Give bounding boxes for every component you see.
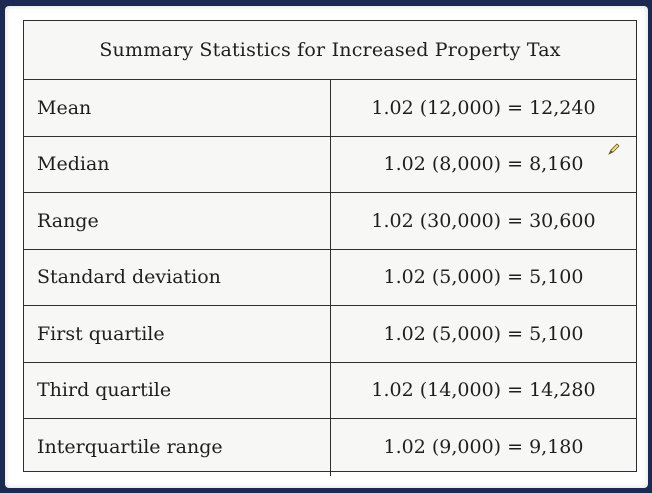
row-label: Mean [24, 80, 331, 136]
table-title: Summary Statistics for Increased Propert… [24, 21, 636, 80]
table-row-third-quartile: Third quartile 1.02 (14,000) = 14,280 [24, 362, 636, 419]
row-label: First quartile [24, 306, 331, 362]
row-value: 1.02 (30,000) = 30,600 [371, 209, 596, 232]
summary-statistics-table: Summary Statistics for Increased Propert… [23, 20, 637, 476]
row-label: Standard deviation [24, 249, 331, 305]
row-value: 1.02 (8,000) = 8,160 [383, 153, 584, 176]
table-row-interquartile-range: Interquartile range 1.02 (9,000) = 9,180 [24, 419, 636, 476]
row-label: Range [24, 193, 331, 249]
slide-frame: Summary Statistics for Increased Propert… [5, 6, 648, 488]
table-row-range: Range 1.02 (30,000) = 30,600 [24, 193, 636, 250]
row-value: 1.02 (9,000) = 9,180 [383, 436, 584, 459]
row-label: Median [24, 136, 331, 192]
table-row-first-quartile: First quartile 1.02 (5,000) = 5,100 [24, 306, 636, 363]
pen-cursor-icon [608, 143, 620, 155]
row-value: 1.02 (5,000) = 5,100 [383, 322, 584, 345]
row-value: 1.02 (14,000) = 14,280 [371, 379, 596, 402]
table-row-median: Median 1.02 (8,000) = 8,160 [24, 136, 636, 193]
row-value: 1.02 (5,000) = 5,100 [383, 266, 584, 289]
row-label: Interquartile range [24, 419, 331, 476]
table-row-standard-deviation: Standard deviation 1.02 (5,000) = 5,100 [24, 249, 636, 306]
row-value: 1.02 (12,000) = 12,240 [371, 96, 596, 119]
table-row-mean: Mean 1.02 (12,000) = 12,240 [24, 80, 636, 137]
row-label: Third quartile [24, 362, 331, 418]
